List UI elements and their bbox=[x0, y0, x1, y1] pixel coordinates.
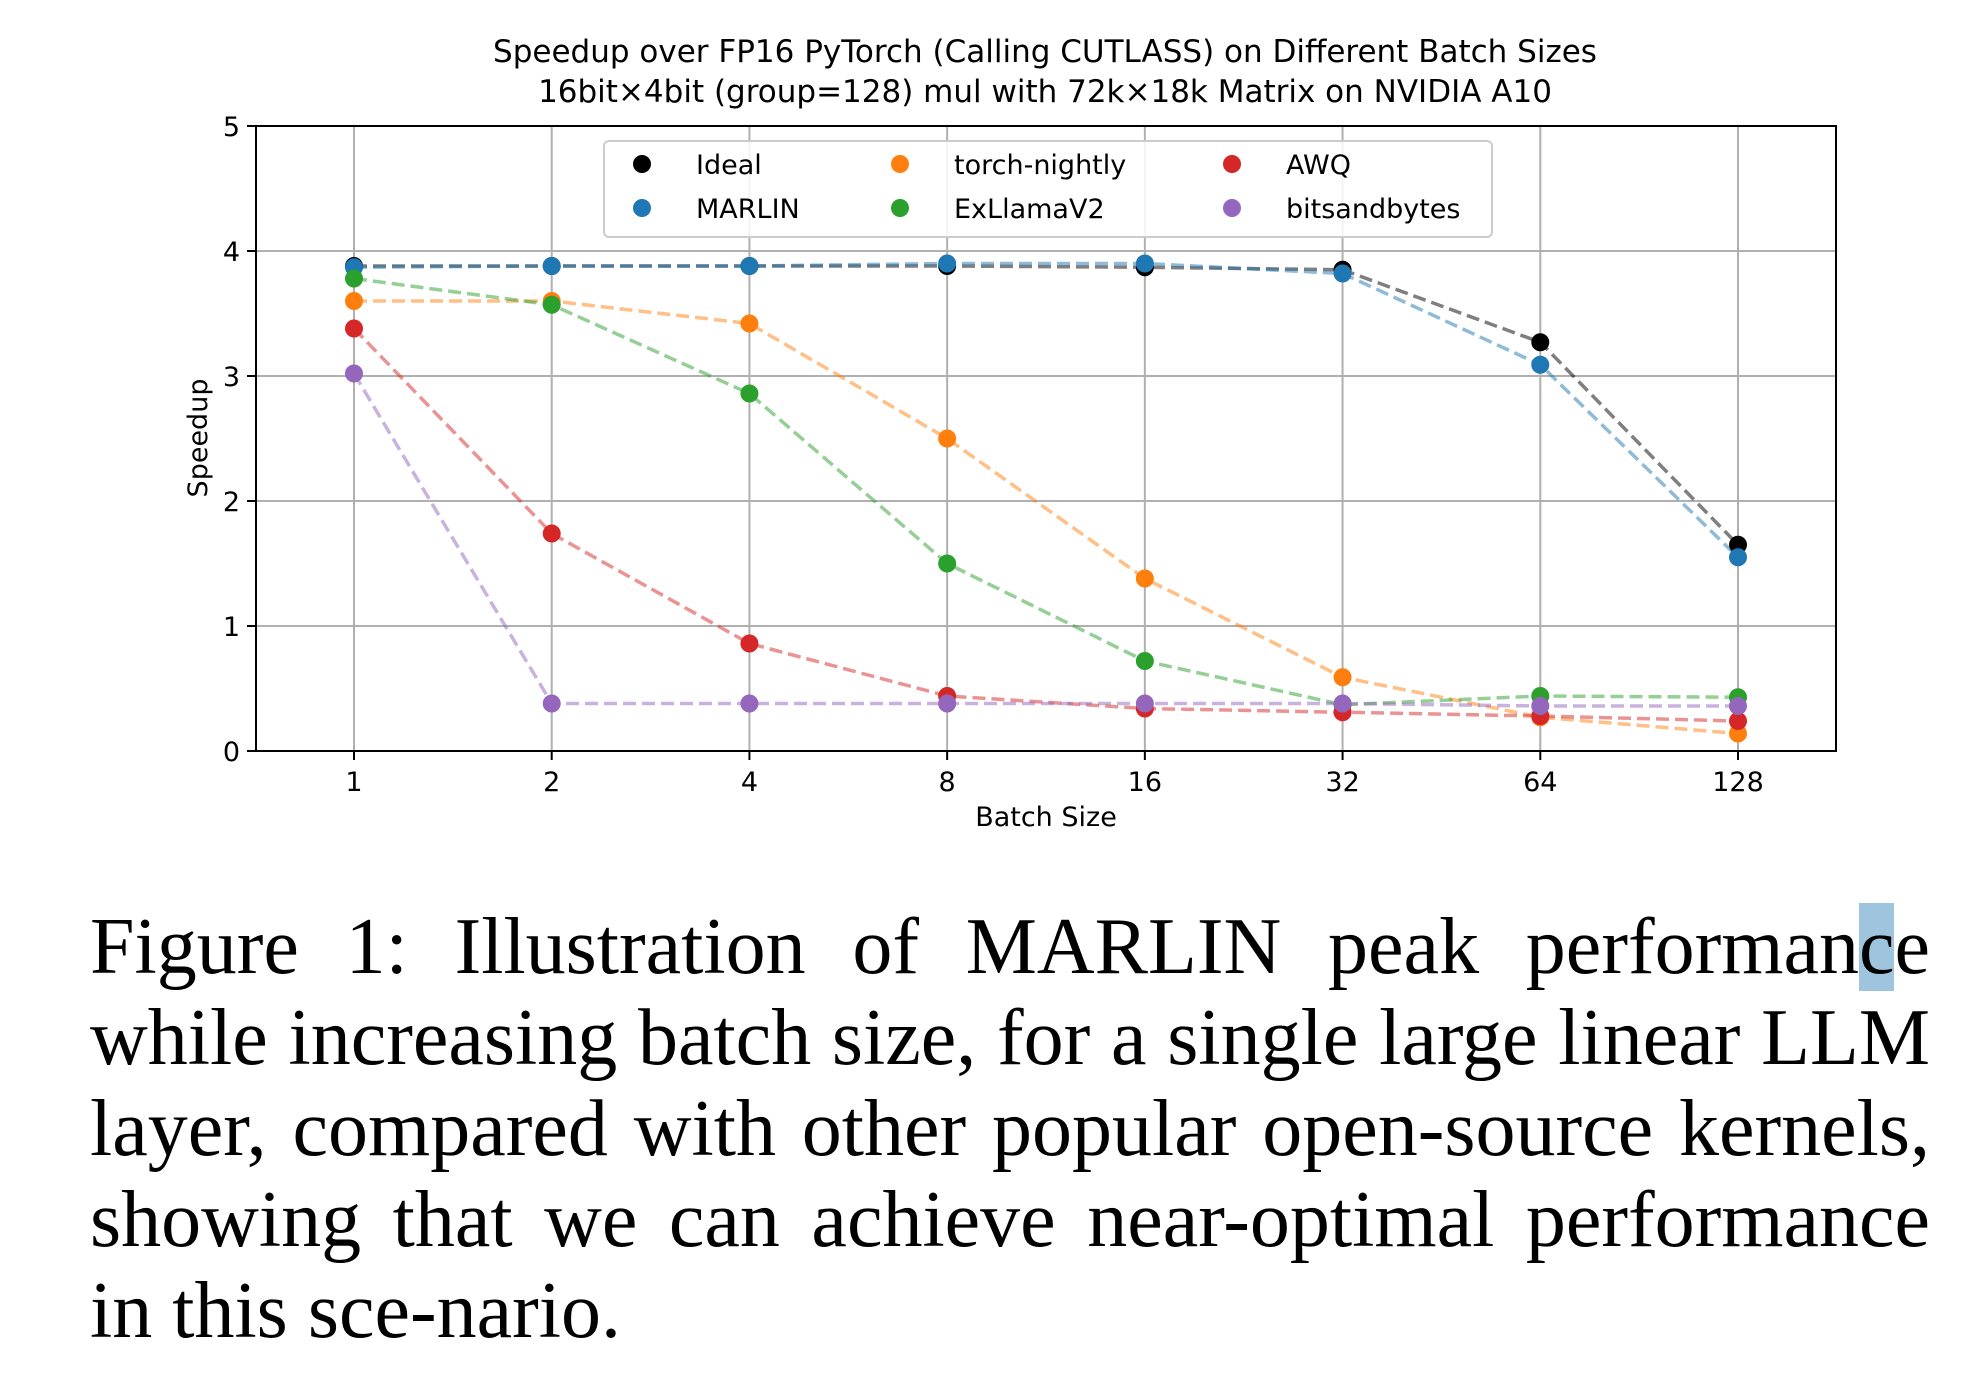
point-bitsandbytes bbox=[1729, 697, 1747, 715]
caption-highlight: c bbox=[1858, 903, 1895, 991]
point-bitsandbytes bbox=[1135, 694, 1154, 713]
y-tick-label: 0 bbox=[223, 737, 240, 768]
caption-text-rest: e while increasing batch size, for a sin… bbox=[90, 903, 1930, 1355]
y-tick-label: 5 bbox=[223, 112, 240, 143]
legend-label-exllamav2: ExLlamaV2 bbox=[954, 194, 1105, 225]
x-tick-label: 2 bbox=[543, 767, 560, 798]
point-exllamav2 bbox=[345, 269, 363, 288]
point-torch-nightly bbox=[938, 429, 957, 448]
legend-label-awq: AWQ bbox=[1286, 150, 1351, 181]
point-marlin bbox=[1333, 264, 1352, 283]
point-bitsandbytes bbox=[938, 694, 957, 713]
series-line-marlin bbox=[353, 261, 1740, 559]
point-torch-nightly bbox=[345, 292, 363, 310]
legend-marker-awq bbox=[1223, 155, 1241, 173]
legend-label-bitsandbytes: bitsandbytes bbox=[1286, 194, 1460, 225]
point-bitsandbytes bbox=[1531, 697, 1550, 715]
point-exllamav2 bbox=[1135, 652, 1154, 670]
point-torch-nightly bbox=[1729, 724, 1747, 743]
point-awq bbox=[1729, 712, 1747, 730]
x-tick-label: 64 bbox=[1523, 767, 1557, 798]
legend-marker-marlin bbox=[633, 199, 651, 217]
chart-subtitle: 16bit×4bit (group=128) mul with 72k×18k … bbox=[538, 74, 1552, 110]
plot-frame bbox=[255, 125, 1837, 752]
point-bitsandbytes bbox=[740, 694, 759, 713]
y-axis-label: Speedup bbox=[183, 379, 214, 498]
x-tick-label: 8 bbox=[939, 767, 956, 798]
series-line-awq bbox=[352, 327, 1739, 723]
figure-caption: Figure 1: Illustration of MARLIN peak pe… bbox=[90, 902, 1930, 1357]
y-tick-label: 3 bbox=[223, 362, 240, 393]
point-awq bbox=[345, 319, 363, 338]
point-bitsandbytes bbox=[542, 694, 561, 713]
series-line-bitsandbytes bbox=[352, 372, 1738, 708]
x-tick-label: 32 bbox=[1325, 767, 1359, 798]
chart-title: Speedup over FP16 PyTorch (Calling CUTLA… bbox=[493, 34, 1597, 70]
y-tick-label: 1 bbox=[223, 612, 240, 643]
legend-marker-ideal bbox=[633, 155, 651, 173]
series-line-torch-nightly bbox=[354, 299, 1739, 736]
point-marlin bbox=[542, 257, 561, 275]
point-awq bbox=[542, 524, 561, 543]
point-exllamav2 bbox=[938, 554, 957, 573]
legend: Ideal MARLIN torch-nightly ExLlamaV2 AWQ bits… bbox=[603, 140, 1493, 238]
point-marlin bbox=[1729, 548, 1747, 567]
point-torch-nightly bbox=[1135, 569, 1154, 588]
point-ideal bbox=[1729, 535, 1747, 554]
x-tick-label: 4 bbox=[741, 767, 758, 798]
legend-frame bbox=[603, 140, 1493, 238]
point-bitsandbytes bbox=[1333, 694, 1352, 713]
y-tick-label: 2 bbox=[223, 487, 240, 518]
axis-ticks: 1 2 4 8 16 32 64 128 0 1 2 3 4 5 bbox=[223, 112, 1764, 798]
x-tick-label: 128 bbox=[1712, 767, 1764, 798]
x-axis-label: Batch Size bbox=[975, 802, 1117, 833]
point-awq bbox=[740, 634, 759, 653]
legend-label-torch-nightly: torch-nightly bbox=[954, 150, 1126, 181]
point-bitsandbytes bbox=[345, 364, 363, 383]
point-torch-nightly bbox=[740, 314, 759, 333]
legend-label-ideal: Ideal bbox=[696, 150, 762, 181]
caption-text: Figure 1: Illustration of MARLIN peak pe… bbox=[90, 903, 1859, 991]
point-marlin bbox=[1135, 254, 1154, 273]
x-tick-label: 16 bbox=[1128, 767, 1162, 798]
point-ideal bbox=[1531, 333, 1550, 352]
point-marlin bbox=[938, 254, 957, 273]
legend-marker-bitsandbytes bbox=[1223, 199, 1241, 217]
speedup-chart: Speedup over FP16 PyTorch (Calling CUTLA… bbox=[183, 34, 1837, 833]
legend-marker-torch-nightly bbox=[891, 155, 909, 173]
point-exllamav2 bbox=[740, 384, 759, 403]
series-lines bbox=[352, 261, 1740, 736]
point-marlin bbox=[1531, 355, 1550, 374]
legend-marker-exllamav2 bbox=[891, 199, 909, 217]
point-exllamav2 bbox=[542, 295, 561, 314]
y-tick-label: 4 bbox=[223, 237, 240, 268]
point-torch-nightly bbox=[1333, 668, 1352, 687]
point-marlin bbox=[740, 257, 759, 275]
x-tick-label: 1 bbox=[345, 767, 362, 798]
series-line-exllamav2 bbox=[353, 276, 1739, 707]
series-markers bbox=[345, 254, 1747, 743]
legend-label-marlin: MARLIN bbox=[696, 194, 800, 225]
